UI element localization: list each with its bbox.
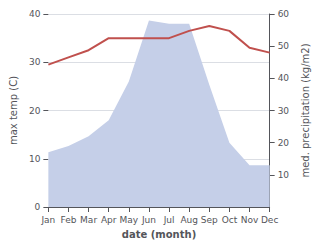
svg-text:30: 30 bbox=[278, 106, 290, 116]
svg-text:max temp (C): max temp (C) bbox=[8, 76, 19, 145]
svg-text:Jul: Jul bbox=[163, 215, 175, 225]
svg-text:Oct: Oct bbox=[222, 215, 238, 225]
svg-text:10: 10 bbox=[29, 154, 41, 164]
svg-text:50: 50 bbox=[278, 41, 290, 51]
svg-text:40: 40 bbox=[29, 9, 41, 19]
svg-text:Aug: Aug bbox=[180, 215, 198, 225]
svg-text:Jan: Jan bbox=[40, 215, 55, 225]
svg-text:20: 20 bbox=[278, 138, 290, 148]
svg-text:0: 0 bbox=[35, 202, 41, 212]
svg-text:20: 20 bbox=[29, 106, 41, 116]
svg-text:40: 40 bbox=[278, 73, 290, 83]
svg-text:Mar: Mar bbox=[80, 215, 97, 225]
svg-text:Feb: Feb bbox=[61, 215, 77, 225]
svg-text:date (month): date (month) bbox=[122, 229, 196, 240]
svg-text:med. precipitation (kg/m2): med. precipitation (kg/m2) bbox=[300, 43, 311, 177]
svg-text:Nov: Nov bbox=[241, 215, 259, 225]
svg-text:Dec: Dec bbox=[261, 215, 278, 225]
svg-text:60: 60 bbox=[278, 9, 290, 19]
svg-text:Jun: Jun bbox=[141, 215, 156, 225]
svg-text:30: 30 bbox=[29, 57, 41, 67]
svg-text:May: May bbox=[120, 215, 139, 225]
svg-text:10: 10 bbox=[278, 170, 290, 180]
svg-text:Sep: Sep bbox=[201, 215, 218, 225]
svg-text:Apr: Apr bbox=[101, 215, 117, 225]
